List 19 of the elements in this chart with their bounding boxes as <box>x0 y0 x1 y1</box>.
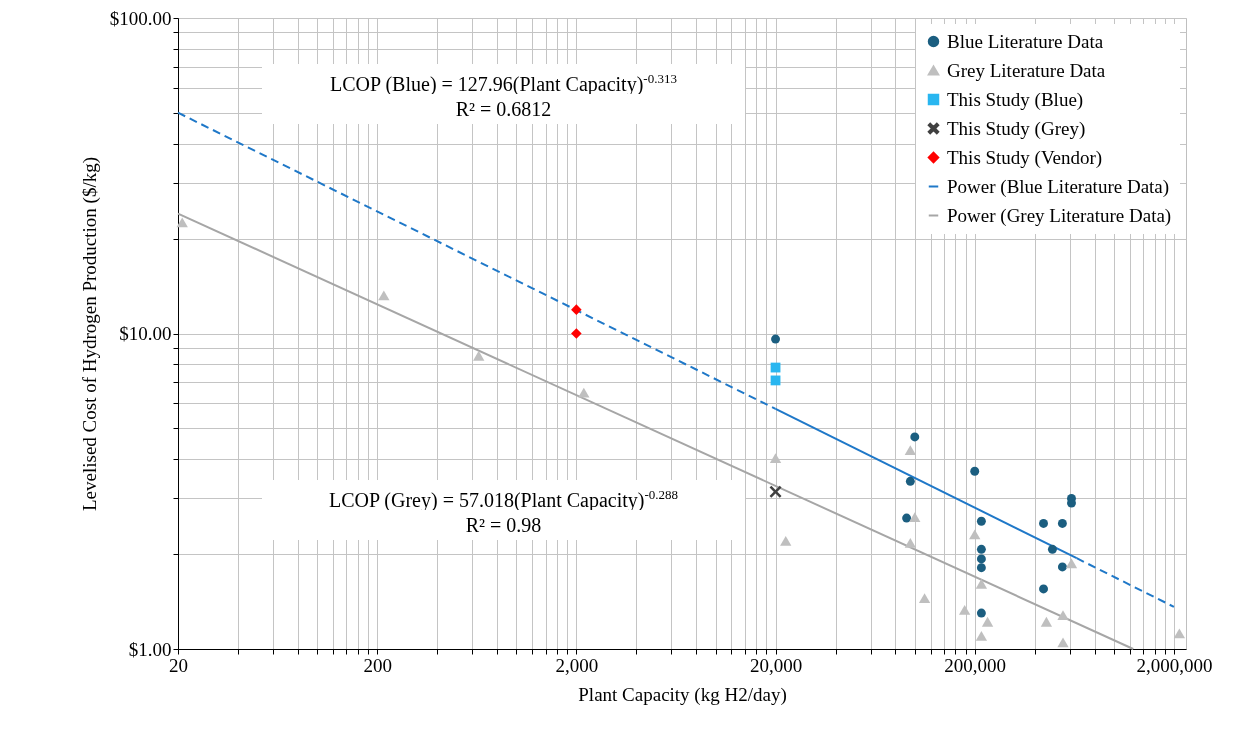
y-tick-label: $10.00 <box>119 323 172 344</box>
equation-label: R² = 0.6812 <box>262 94 745 124</box>
x-tick-label: 200,000 <box>944 654 1007 676</box>
y-axis-title: Levelised Cost of Hydrogen Production ($/kg) <box>78 156 101 512</box>
legend-label: This Study (Blue) <box>947 88 1084 111</box>
legend-label: This Study (Vendor) <box>947 146 1103 169</box>
x-axis-title: Plant Capacity (kg H2/day) <box>578 683 787 706</box>
legend-label: Power (Grey Literature Data) <box>947 204 1172 227</box>
legend-label: Power (Blue Literature Data) <box>947 175 1170 198</box>
x-tick-label: 200 <box>363 654 392 676</box>
x-tick-label: 20 <box>169 654 188 676</box>
x-tick-label: 2,000 <box>555 654 599 676</box>
legend-label: Blue Literature Data <box>947 30 1104 52</box>
legend-label: Grey Literature Data <box>947 59 1106 81</box>
y-tick-label: $1.00 <box>128 638 172 660</box>
x-tick-label: 2,000,000 <box>1136 654 1213 676</box>
y-tick-label: $100.00 <box>109 7 172 29</box>
x-tick-label: 20,000 <box>749 654 803 676</box>
legend-label: This Study (Grey) <box>947 117 1086 140</box>
